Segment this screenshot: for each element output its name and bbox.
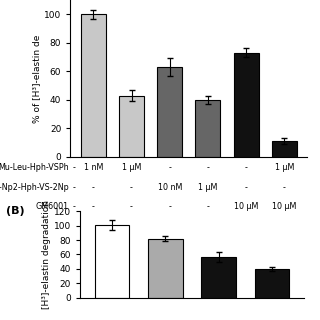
Bar: [196, 100, 220, 157]
Text: -: -: [130, 183, 133, 192]
Y-axis label: [H³]-elastin degradation: [H³]-elastin degradation: [42, 200, 51, 309]
Bar: [234, 53, 259, 157]
Text: -: -: [168, 164, 171, 172]
Text: -: -: [245, 183, 248, 192]
Text: GM6001: GM6001: [36, 202, 69, 211]
Bar: [119, 95, 144, 157]
Bar: [95, 225, 129, 298]
Bar: [157, 67, 182, 157]
Bar: [272, 141, 297, 157]
Bar: [81, 14, 106, 157]
Text: -: -: [206, 202, 209, 211]
Text: -: -: [168, 202, 171, 211]
Text: 1 μM: 1 μM: [275, 164, 294, 172]
Bar: [255, 269, 289, 298]
Text: 10 nM: 10 nM: [157, 183, 182, 192]
Text: -: -: [130, 202, 133, 211]
Text: -: -: [245, 164, 248, 172]
Text: -: -: [206, 164, 209, 172]
Text: 10 μM: 10 μM: [234, 202, 258, 211]
Text: Mu-Np2-Hph-VS-2Np: Mu-Np2-Hph-VS-2Np: [0, 183, 69, 192]
Y-axis label: % of [H³]-elastin de: % of [H³]-elastin de: [32, 34, 41, 123]
Bar: [148, 238, 183, 298]
Text: -: -: [73, 202, 76, 211]
Text: -: -: [92, 202, 95, 211]
Text: Mu-Leu-Hph-VSPh: Mu-Leu-Hph-VSPh: [0, 164, 69, 172]
Text: 10 μM: 10 μM: [272, 202, 296, 211]
Text: -: -: [283, 183, 286, 192]
Text: 1 nM: 1 nM: [84, 164, 103, 172]
Text: -: -: [73, 164, 76, 172]
Text: 1 μM: 1 μM: [198, 183, 218, 192]
Text: -: -: [92, 183, 95, 192]
Text: (B): (B): [6, 206, 25, 216]
Bar: [201, 257, 236, 298]
Text: 1 μM: 1 μM: [122, 164, 141, 172]
Text: -: -: [73, 183, 76, 192]
